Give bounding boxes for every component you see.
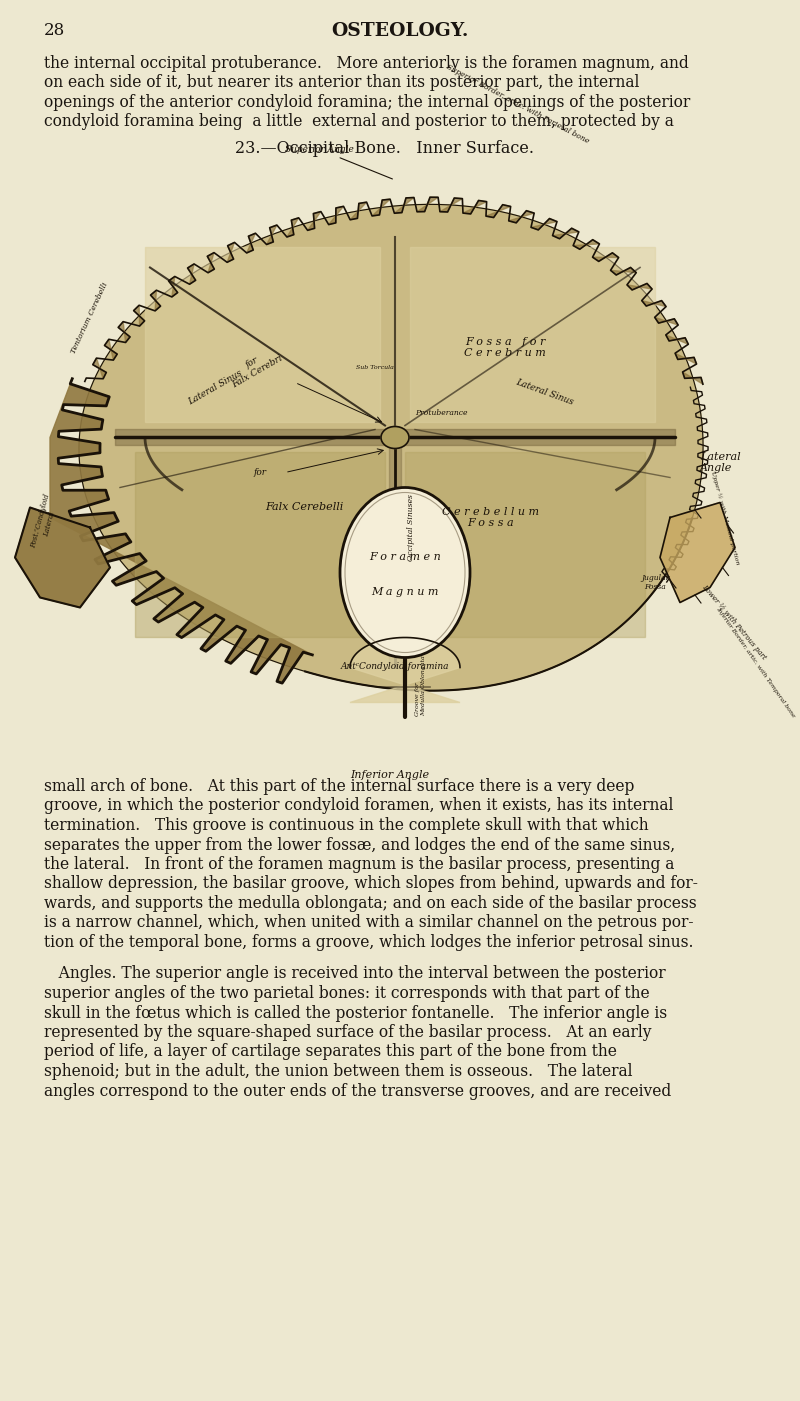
Polygon shape — [287, 217, 298, 237]
Text: Lateral Sinus: Lateral Sinus — [186, 368, 244, 406]
Polygon shape — [675, 353, 697, 364]
Polygon shape — [150, 290, 161, 311]
Text: small arch of bone.   At this part of the internal surface there is a very deep: small arch of bone. At this part of the … — [44, 778, 634, 794]
Polygon shape — [440, 198, 462, 212]
Ellipse shape — [340, 488, 470, 657]
Text: wards, and supports the medulla oblongata; and on each side of the basilar proce: wards, and supports the medulla oblongat… — [44, 895, 697, 912]
Polygon shape — [308, 212, 321, 230]
Polygon shape — [266, 226, 277, 245]
Polygon shape — [93, 359, 106, 378]
Text: condyloid foramina being  a little  external and posterior to them, protected by: condyloid foramina being a little extern… — [44, 113, 674, 130]
Text: Occipital Sinuses: Occipital Sinuses — [407, 495, 415, 560]
Text: groove, in which the posterior condyloid foramen, when it exists, has its intern: groove, in which the posterior condyloid… — [44, 797, 674, 814]
Polygon shape — [553, 228, 579, 238]
Polygon shape — [610, 268, 636, 275]
Polygon shape — [410, 248, 655, 423]
Polygon shape — [135, 453, 385, 637]
Polygon shape — [573, 240, 599, 249]
Polygon shape — [627, 283, 652, 290]
Text: is a narrow channel, which, when united with a similar channel on the petrous po: is a narrow channel, which, when united … — [44, 915, 694, 932]
Text: the lateral.   In front of the foramen magnum is the basilar process, presenting: the lateral. In front of the foramen mag… — [44, 856, 674, 873]
Text: for: for — [254, 468, 266, 476]
Text: period of life, a layer of cartilage separates this part of the bone from the: period of life, a layer of cartilage sep… — [44, 1044, 617, 1061]
Polygon shape — [207, 252, 214, 273]
Text: termination.   This groove is continuous in the complete skull with that which: termination. This groove is continuous i… — [44, 817, 649, 834]
Text: Tentorium Cerebelli: Tentorium Cerebelli — [70, 280, 110, 354]
Text: separates the upper from the lower fossæ, and lodges the end of the same sinus,: separates the upper from the lower fossæ… — [44, 836, 675, 853]
Text: shallow depression, the basilar groove, which slopes from behind, upwards and fo: shallow depression, the basilar groove, … — [44, 876, 698, 892]
Text: represented by the square-shaped surface of the basilar process.   At an early: represented by the square-shaped surface… — [44, 1024, 651, 1041]
Text: Upper ½ with Mastoid portion: Upper ½ with Mastoid portion — [710, 471, 740, 565]
Text: Inferior Angle: Inferior Angle — [350, 771, 430, 780]
Text: the internal occipital protuberance.   More anteriorly is the foramen magnum, an: the internal occipital protuberance. Mor… — [44, 55, 689, 71]
Polygon shape — [187, 263, 196, 284]
Polygon shape — [350, 202, 366, 220]
Polygon shape — [105, 339, 117, 360]
Text: F o r a m e n: F o r a m e n — [369, 552, 441, 562]
Text: Lower ½ with Petrous part: Lower ½ with Petrous part — [700, 583, 768, 661]
Polygon shape — [145, 248, 380, 423]
Polygon shape — [660, 503, 735, 602]
Polygon shape — [372, 199, 390, 216]
Polygon shape — [169, 276, 178, 297]
Text: OSTEOLOGY.: OSTEOLOGY. — [331, 22, 469, 41]
Polygon shape — [593, 252, 618, 262]
Text: 28: 28 — [44, 22, 66, 39]
Polygon shape — [666, 335, 688, 345]
Polygon shape — [394, 198, 414, 213]
Polygon shape — [682, 373, 703, 384]
Polygon shape — [227, 242, 234, 262]
Text: M a g n u m: M a g n u m — [371, 587, 438, 597]
Text: for
Falx Cerebri: for Falx Cerebri — [226, 345, 284, 389]
Polygon shape — [246, 233, 255, 254]
Polygon shape — [50, 378, 312, 684]
Polygon shape — [417, 198, 438, 212]
Text: Protuberance: Protuberance — [415, 409, 467, 417]
Polygon shape — [531, 219, 557, 230]
Text: skull in the fœtus which is called the posterior fontanelle.   The inferior angl: skull in the fœtus which is called the p… — [44, 1005, 667, 1021]
Text: Lateral
Angle: Lateral Angle — [700, 451, 741, 474]
Text: Post.ᶜCondyloid
Lateral: Post.ᶜCondyloid Lateral — [30, 493, 61, 552]
Text: 23.—Occipital Bone.   Inner Surface.: 23.—Occipital Bone. Inner Surface. — [235, 140, 534, 157]
Text: AntᶜCondyloid foramina: AntᶜCondyloid foramina — [341, 663, 450, 671]
Text: Angles. The superior angle is received into the interval between the posterior: Angles. The superior angle is received i… — [44, 965, 666, 982]
Text: Jugular
Fossa: Jugular Fossa — [641, 574, 669, 591]
Polygon shape — [463, 200, 486, 214]
Polygon shape — [350, 637, 460, 702]
Polygon shape — [486, 205, 510, 217]
Text: C e r e b e l l u m
F o s s a: C e r e b e l l u m F o s s a — [442, 507, 538, 528]
Text: Superior Border, artic. with Parietal bone: Superior Border, artic. with Parietal bo… — [445, 63, 590, 144]
Polygon shape — [654, 317, 678, 325]
Text: Sub Torcula: Sub Torcula — [356, 366, 394, 370]
Polygon shape — [509, 210, 534, 223]
Polygon shape — [118, 322, 130, 342]
Text: superior angles of the two parietal bones: it corresponds with that part of the: superior angles of the two parietal bone… — [44, 985, 650, 1002]
Text: openings of the anterior condyloid foramina; the internal openings of the poster: openings of the anterior condyloid foram… — [44, 94, 690, 111]
Text: sphenoid; but in the adult, the union between them is osseous.   The lateral: sphenoid; but in the adult, the union be… — [44, 1063, 633, 1080]
Text: Lateral Sinus: Lateral Sinus — [515, 378, 575, 408]
Polygon shape — [15, 507, 110, 608]
Ellipse shape — [381, 426, 409, 448]
Polygon shape — [642, 301, 666, 307]
Polygon shape — [329, 206, 343, 224]
Polygon shape — [134, 305, 145, 326]
Text: on each side of it, but nearer its anterior than its posterior part, the interna: on each side of it, but nearer its anter… — [44, 74, 639, 91]
Text: F o s s a   f o r
C e r e b r u m: F o s s a f o r C e r e b r u m — [464, 336, 546, 359]
Text: Inferior Border, artic. with Temporal bone: Inferior Border, artic. with Temporal bo… — [715, 607, 796, 719]
Polygon shape — [79, 205, 703, 691]
Text: Groove for
Medulla Oblongata: Groove for Medulla Oblongata — [415, 656, 426, 716]
Text: tion of the temporal bone, forms a groove, which lodges the inferior petrosal si: tion of the temporal bone, forms a groov… — [44, 934, 694, 951]
Polygon shape — [405, 453, 645, 637]
Text: angles correspond to the outer ends of the transverse grooves, and are received: angles correspond to the outer ends of t… — [44, 1083, 671, 1100]
Text: Falx Cerebelli: Falx Cerebelli — [265, 503, 343, 513]
Text: Superior Angle: Superior Angle — [285, 144, 393, 179]
